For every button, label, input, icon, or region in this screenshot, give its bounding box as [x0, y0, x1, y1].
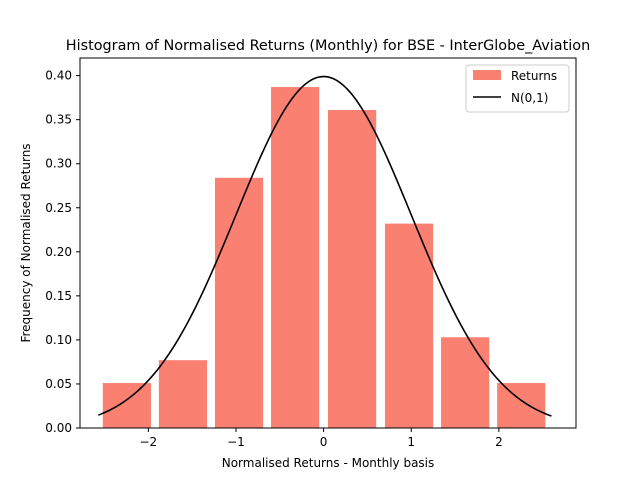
y-tick-label: 0.10 [45, 333, 72, 347]
y-tick-label: 0.35 [45, 113, 72, 127]
legend-label-normal: N(0,1) [511, 91, 548, 105]
y-tick-label: 0.05 [45, 377, 72, 391]
x-tick-label: −1 [227, 435, 245, 449]
x-tick-label: 0 [320, 435, 328, 449]
x-tick-label: −2 [140, 435, 158, 449]
y-axis-label: Frequency of Normalised Returns [19, 143, 33, 342]
y-tick-label: 0.15 [45, 289, 72, 303]
legend: Returns N(0,1) [465, 64, 570, 113]
chart-title: Histogram of Normalised Returns (Monthly… [66, 38, 590, 54]
bar-5 [384, 223, 434, 428]
x-tick-label: 2 [495, 435, 503, 449]
bar-3 [271, 87, 320, 429]
bar-7 [497, 383, 546, 428]
bar-1 [158, 360, 208, 428]
y-tick-label: 0.40 [45, 69, 72, 83]
bar-6 [441, 337, 490, 428]
y-tick-label: 0.30 [45, 157, 72, 171]
legend-label-returns: Returns [511, 69, 557, 83]
bar-2 [214, 177, 264, 428]
bar-0 [102, 383, 151, 428]
x-axis-label: Normalised Returns - Monthly basis [222, 456, 435, 470]
y-tick-label: 0.20 [45, 245, 72, 259]
bars-group [102, 87, 546, 429]
y-axis-ticks: 0.00 0.05 0.10 0.15 0.20 0.25 0.30 0.35 0.40 [45, 69, 80, 435]
legend-swatch-returns [473, 70, 501, 80]
x-axis-ticks: −2 −1 0 1 2 [140, 428, 503, 449]
bar-4 [328, 109, 377, 428]
plot-frame [79, 57, 577, 429]
x-tick-label: 1 [407, 435, 415, 449]
y-tick-label: 0.00 [45, 421, 72, 435]
normal-curve-line [98, 75, 552, 417]
y-tick-label: 0.25 [45, 201, 72, 215]
